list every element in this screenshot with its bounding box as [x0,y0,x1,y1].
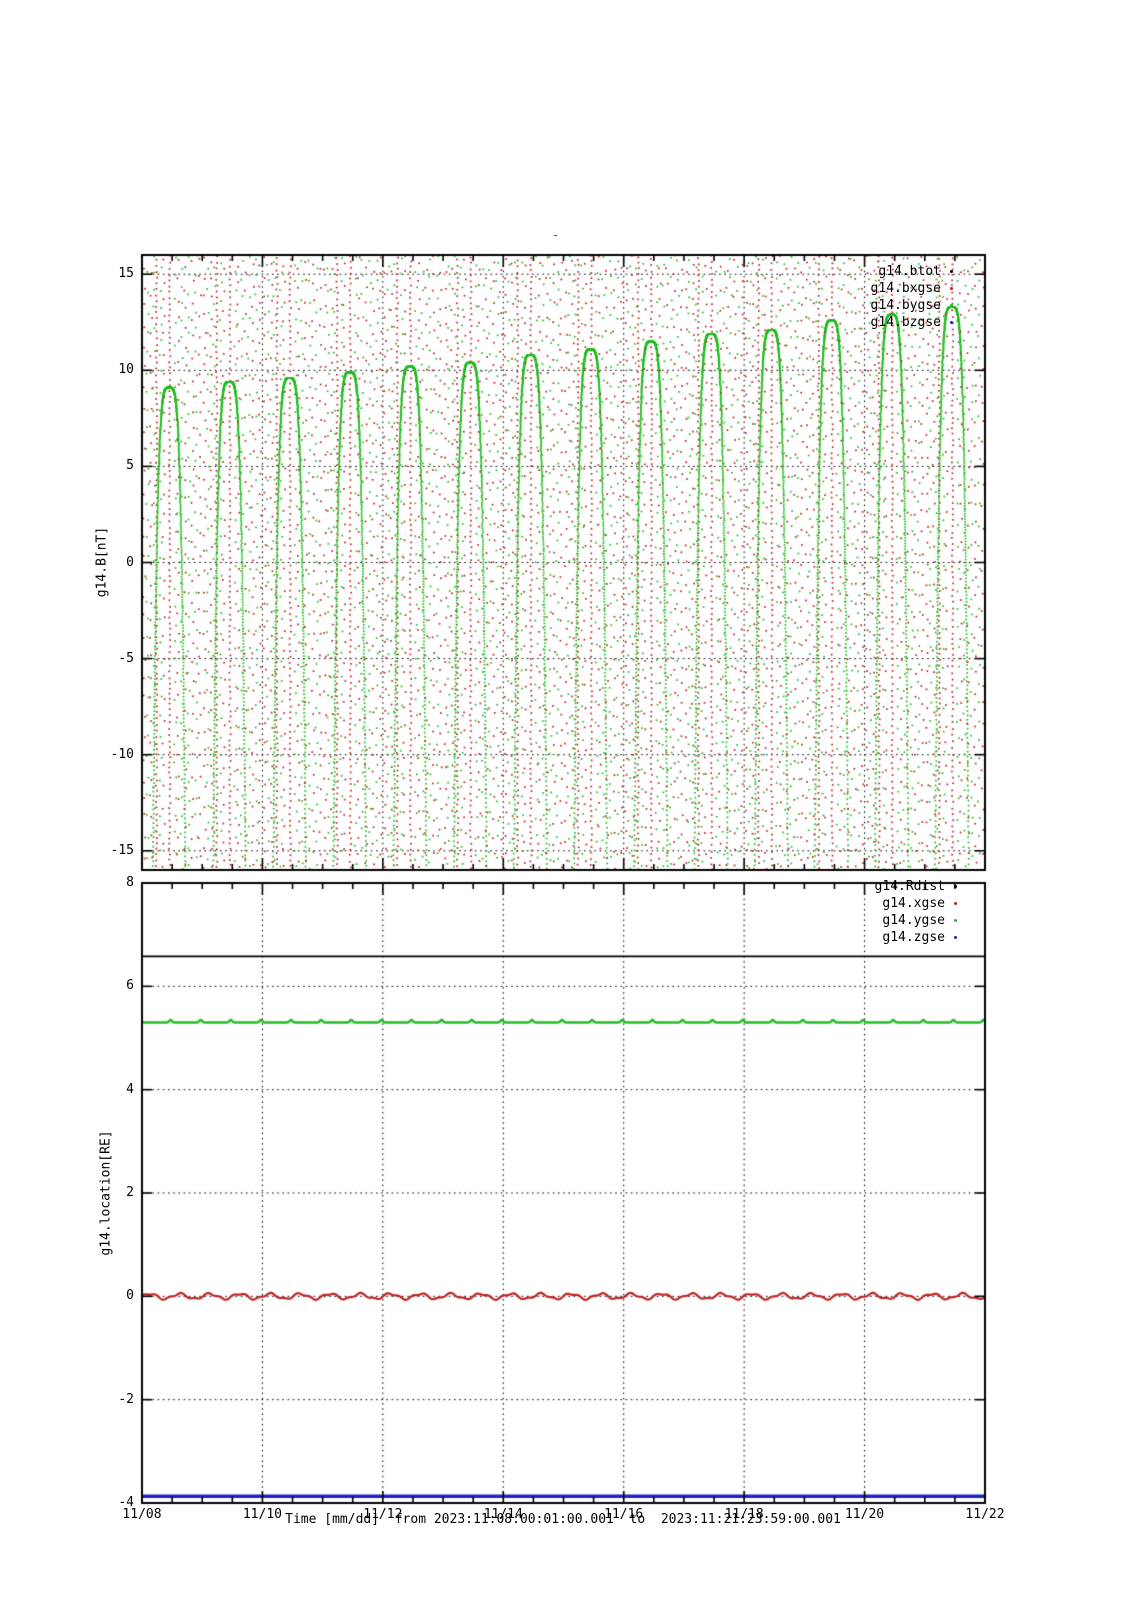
top-panel-legend-marker-dot [950,321,953,324]
bottom-panel-legend-label: g14.xgse [882,896,945,911]
x-axis-label: Time [mm/dd] from 2023:11:08:00:01:00.00… [285,1512,841,1527]
bottom-panel-legend-row: g14.Rdist [875,878,957,895]
top-panel-legend-row: g14.bxgse [871,280,953,297]
top-panel-ytick-label: 0 [126,554,134,570]
x-axis-tick-label: 11/18 [724,1507,764,1522]
top-panel-legend: g14.btot g14.bxgse g14.bygse g14.bzgse [871,263,953,331]
bottom-panel-ytick-label: -4 [118,1495,134,1510]
top-panel-legend-row: g14.bzgse [871,314,953,331]
bottom-panel-legend-marker-dot [954,885,957,888]
top-panel-legend-marker-dot [950,270,953,273]
bottom-panel-legend-label: g14.ygse [882,913,945,928]
top-panel-legend-row: g14.btot [871,263,953,280]
x-axis-tick-label: 11/16 [604,1507,644,1522]
top-panel-ytick-label: 10 [118,362,134,378]
x-axis-tick-label: 11/10 [242,1507,282,1522]
bottom-panel-legend-marker-dot [954,902,957,905]
bottom-panel-ytick-label: 4 [126,1081,134,1097]
bottom-panel-legend-row: g14.ygse [875,912,957,929]
x-axis-tick-label: 11/22 [965,1507,1005,1522]
top-panel-legend-label: g14.bygse [870,298,941,313]
top-panel-ytick-label: -10 [110,746,134,762]
figure-title: - [552,228,560,242]
top-panel-legend-marker-dot [950,304,953,307]
bottom-panel-legend-marker-dot [954,919,957,922]
bottom-panel-ytick-label: 0 [126,1288,134,1304]
bottom-panel-legend-row: g14.zgse [875,929,957,946]
bottom-panel-ytick-label: -2 [118,1391,134,1407]
bottom-panel-legend-label: g14.zgse [882,930,945,945]
top-panel-ytick-label: -5 [118,650,134,666]
top-panel-legend-row: g14.bygse [871,297,953,314]
top-panel-ytick-label: -15 [110,842,134,858]
bottom-panel-ytick-label: 8 [126,875,134,890]
x-axis-tick-label: 11/12 [363,1507,403,1522]
top-panel-ytick-label: 5 [126,458,134,474]
x-axis-tick-label: 11/20 [844,1507,885,1522]
bottom-panel-ytick-label: 2 [126,1185,134,1200]
top-panel-ytick-label: 15 [118,266,134,282]
x-axis-tick-label: 11/08 [122,1507,162,1522]
bottom-panel-legend-row: g14.xgse [875,895,957,912]
top-panel-legend-marker-dot [950,287,953,290]
x-axis-tick-label: 11/14 [483,1507,523,1522]
bottom-panel-legend-label: g14.Rdist [874,879,945,894]
top-panel-legend-label: g14.bxgse [870,281,941,296]
bottom-panel-ytick-label: 6 [126,978,134,994]
top-panel-legend-label: g14.btot [878,264,941,279]
bottom-panel-legend: g14.Rdist g14.xgse g14.ygse g14.zgse [875,878,957,946]
top-panel-legend-label: g14.bzgse [870,315,941,330]
bottom-panel-legend-marker-dot [954,936,957,939]
